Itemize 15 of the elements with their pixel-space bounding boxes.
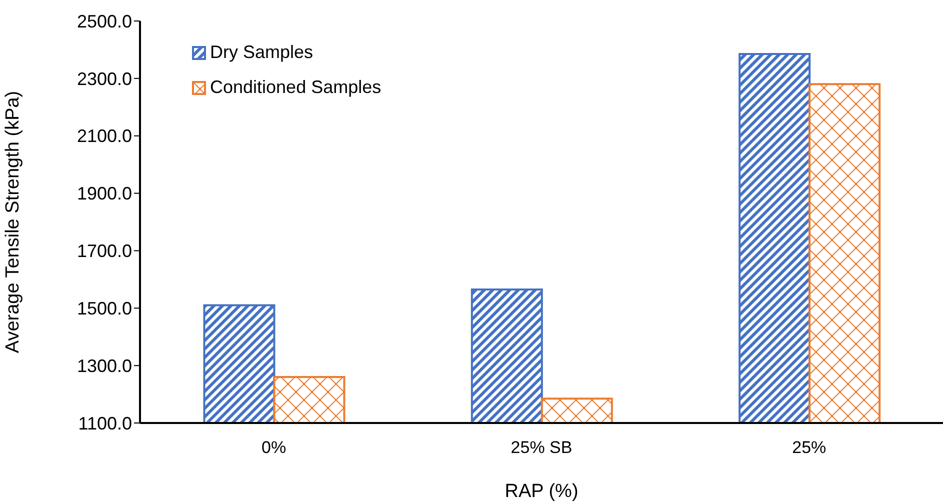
y-axis-title: Average Tensile Strength (kPa) <box>2 90 24 354</box>
y-tick-label: 1700.0 <box>76 241 132 262</box>
y-tick-label: 1500.0 <box>76 298 132 319</box>
y-tick-label: 2300.0 <box>76 68 132 89</box>
x-axis-title: RAP (%) <box>504 481 578 502</box>
y-tick-label: 1300.0 <box>76 356 132 376</box>
x-tick-label: 25% SB <box>510 438 572 458</box>
x-tick-label: 0% <box>262 438 286 458</box>
y-tick-label: 1100.0 <box>78 413 132 434</box>
x-tick-label: 25% <box>792 438 826 458</box>
legend-label: Conditioned Samples <box>210 77 382 98</box>
y-tick-label: 1900.0 <box>76 184 132 204</box>
y-tick-label: 2100.0 <box>76 126 132 146</box>
y-tick-label: 2500.0 <box>76 11 132 32</box>
legend-label: Dry Samples <box>210 42 314 63</box>
